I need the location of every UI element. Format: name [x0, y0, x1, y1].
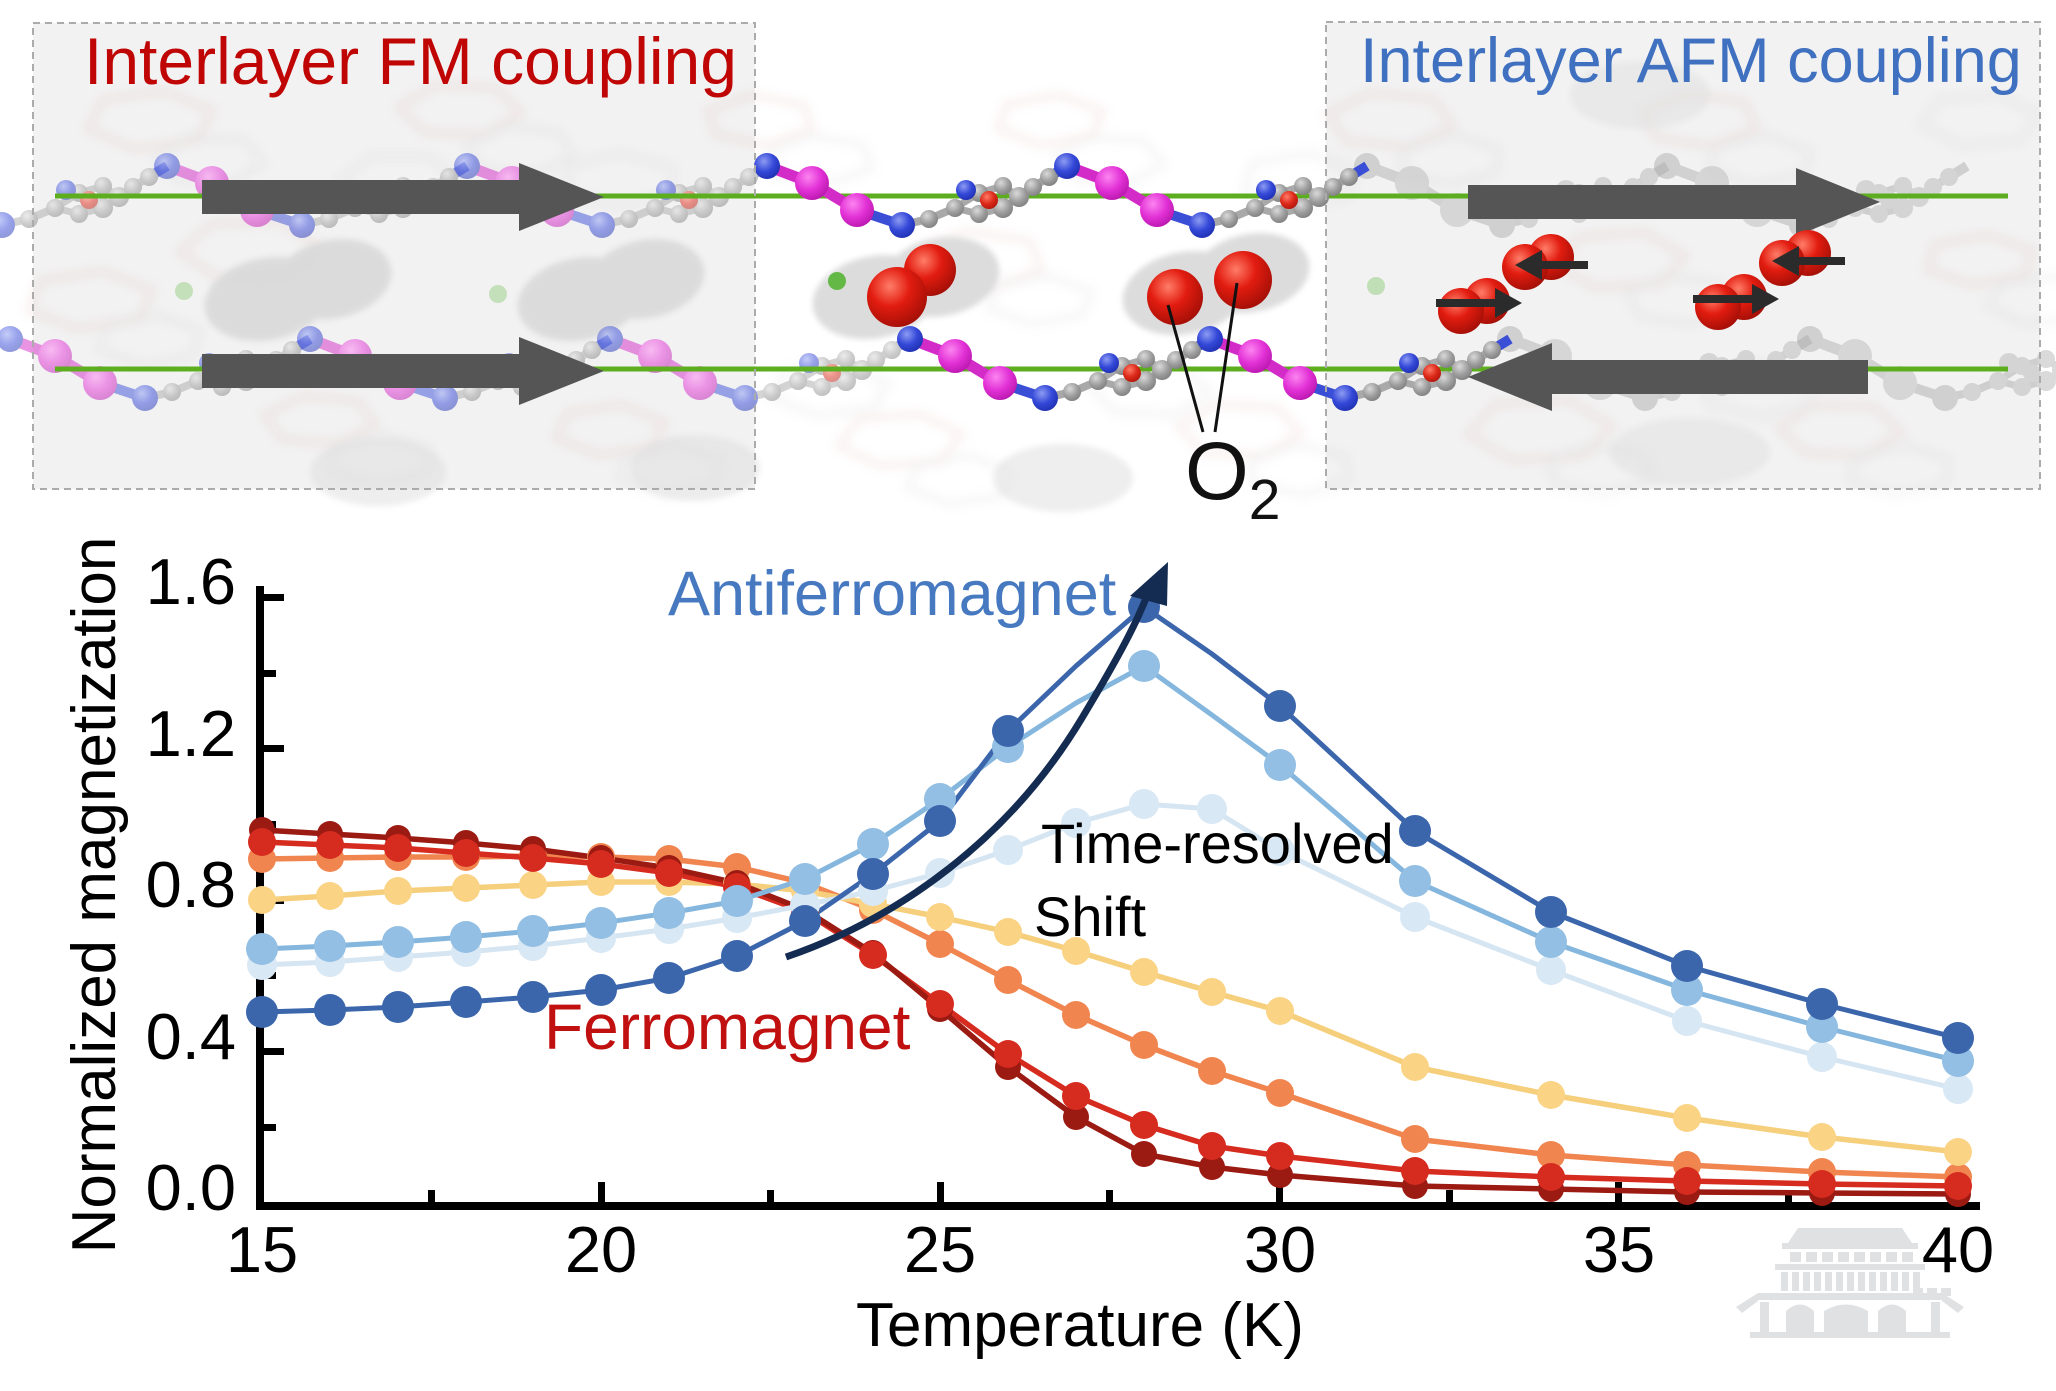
svg-text:Interlayer AFM coupling: Interlayer AFM coupling	[1360, 26, 2022, 96]
svg-text:Temperature (K): Temperature (K)	[856, 1291, 1304, 1360]
svg-text:Shift: Shift	[1034, 885, 1146, 948]
svg-text:1.6: 1.6	[146, 545, 236, 618]
svg-text:0.4: 0.4	[146, 1000, 236, 1073]
svg-text:Interlayer FM coupling: Interlayer FM coupling	[84, 24, 737, 98]
svg-text:Ferromagnet: Ferromagnet	[544, 991, 911, 1063]
svg-text:0.8: 0.8	[146, 848, 236, 921]
svg-text:0.0: 0.0	[146, 1151, 236, 1224]
svg-text:40: 40	[1922, 1213, 1994, 1286]
svg-text:Time-resolved: Time-resolved	[1041, 812, 1394, 875]
svg-text:20: 20	[565, 1213, 637, 1286]
svg-text:1.2: 1.2	[146, 697, 236, 770]
svg-text:Antiferromagnet: Antiferromagnet	[668, 559, 1117, 629]
svg-text:15: 15	[226, 1213, 298, 1286]
svg-text:35: 35	[1583, 1213, 1655, 1286]
svg-text:Normalized magnetization: Normalized magnetization	[60, 537, 129, 1254]
svg-text:30: 30	[1244, 1213, 1316, 1286]
svg-text:25: 25	[904, 1213, 976, 1286]
